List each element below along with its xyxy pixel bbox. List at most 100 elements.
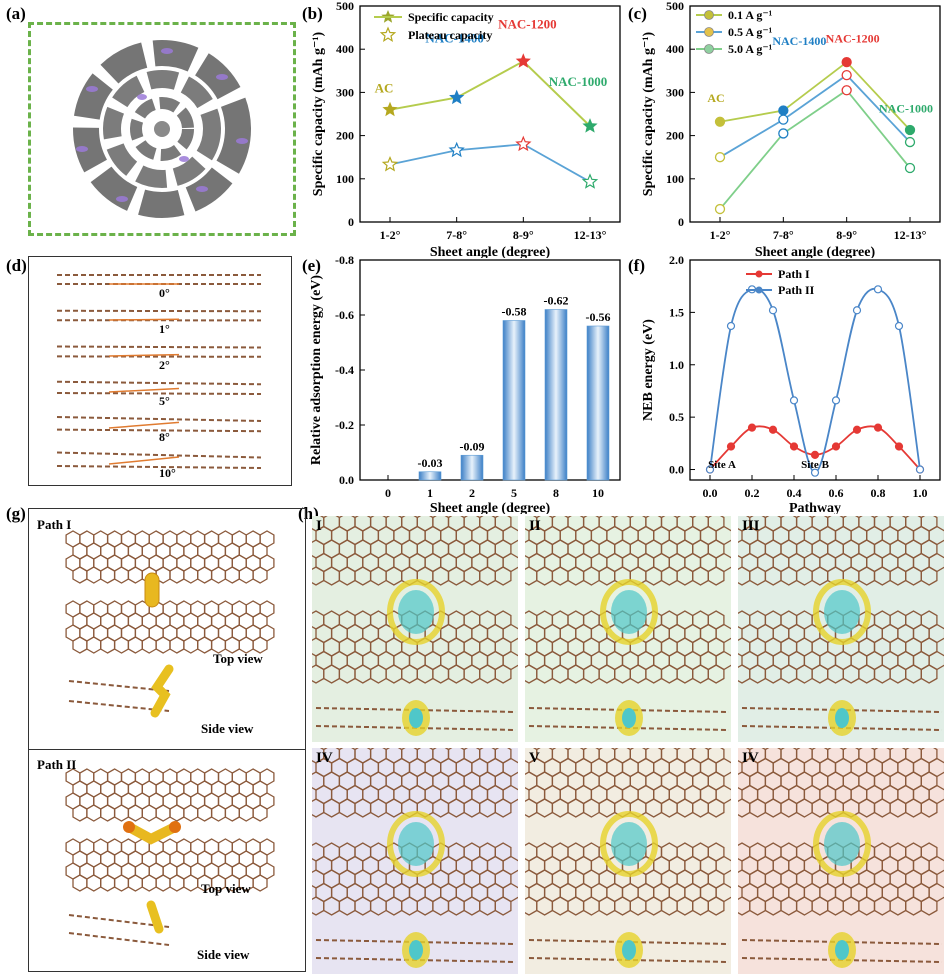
y-tick-label: 500 [666, 0, 684, 13]
x-tick-label: 0.4 [787, 486, 802, 500]
sheet-bottom [56, 392, 262, 395]
panel-label-d: (d) [6, 256, 27, 275]
tile-lattice-top [738, 516, 944, 586]
angle-label: 2° [159, 358, 170, 372]
tile-lattice-top [525, 516, 731, 586]
bar-value-label: -0.62 [544, 294, 569, 308]
g1-side-sheet-1 [68, 680, 170, 692]
panel-label-g: (g) [6, 504, 26, 523]
series-line-0 [719, 60, 911, 131]
sheet-top [56, 309, 262, 313]
x-tick-label: 0.0 [703, 486, 718, 500]
carbon-flower-image [73, 40, 251, 218]
charge-blob-cyan [398, 822, 434, 866]
neb-line-2 [709, 287, 921, 474]
panel-a-illustration [28, 22, 296, 236]
x-tick-label: 1-2° [380, 228, 401, 242]
path2-label: Path II [37, 757, 77, 772]
chart-e: 0.0 -0.2 -0.4 -0.6 -0.8 0 1 -0.03 2 -0.09 5 -0.58 8 -… [309, 253, 621, 514]
panel-label-e: (e) [302, 256, 321, 275]
neb-point [894, 321, 904, 331]
y-tick-label: 0.0 [339, 473, 354, 487]
neb-point [894, 442, 904, 451]
y-axis-label: Specific capacity (mAh g⁻¹) [311, 31, 326, 196]
x-tick-label: 0 [385, 486, 391, 500]
charge-density-tile: V [525, 748, 731, 974]
chart-c: 0 100 200 300 400 500 1-2° 7-8° 8-9° 12-13° Sheet … [641, 0, 941, 258]
chart-f: 0.0 0.5 1.0 1.5 2.0 0.0 0.2 0.4 0.6 0.8 1.0 Path I P… [641, 253, 941, 514]
angle-label: 8° [159, 430, 170, 444]
g2-top-lattice [65, 768, 275, 822]
y-tick-label: 100 [666, 172, 684, 186]
plot-frame [689, 5, 941, 223]
bar [544, 309, 568, 481]
charge-density-tile: IV [738, 748, 944, 974]
panel-d-box: 0° 1° 2° 5° 8° 10° [28, 256, 292, 486]
neb-point [768, 306, 778, 315]
series-point [778, 128, 789, 139]
x-tick-label: 8-9° [513, 228, 534, 242]
tile-lattice-top [312, 516, 518, 586]
series-point [714, 116, 726, 127]
angle-label: 1° [159, 322, 170, 336]
y-tick-label: 400 [336, 42, 354, 56]
charge-blob-cyan [398, 590, 434, 634]
plateau-point [381, 155, 399, 172]
y-tick-label: 200 [336, 129, 354, 143]
panel-label-b: (b) [302, 4, 323, 23]
series-point [778, 105, 789, 116]
bar [460, 454, 484, 481]
neb-point [747, 423, 757, 432]
angle-wedge [108, 318, 180, 321]
charge-blob-side-core [409, 940, 423, 960]
y-axis-label: Relative adsorption energy (eV) [309, 275, 324, 465]
series-point [841, 57, 852, 68]
x-tick-label: 1-2° [710, 228, 731, 242]
neb-point [873, 285, 883, 294]
angle-label: 5° [159, 394, 170, 408]
g1-bottom-lattice [65, 600, 275, 654]
neb-point [705, 465, 715, 474]
tile-lattice-bottom [525, 610, 731, 684]
specific-point [582, 118, 598, 133]
tile-label: I [316, 518, 322, 534]
x-tick-label: 7-8° [773, 228, 794, 242]
panel-label-f: (f) [628, 256, 645, 275]
legend-label-specific: Specific capacity [408, 10, 494, 24]
neb-point [852, 425, 862, 434]
legend-marker [755, 270, 763, 278]
sheet-top [56, 451, 262, 459]
x-axis-label: Sheet angle (degree) [430, 245, 551, 258]
charge-density-tile: IV [312, 748, 518, 974]
legend-label-plateau: Plateau capacity [408, 28, 492, 42]
sheet-top [56, 380, 262, 386]
annotation-nac-1400: NAC-1400 [425, 31, 484, 46]
g2-side-sheet-1 [68, 914, 170, 928]
y-axis-label: NEB energy (eV) [641, 319, 656, 421]
charge-blob-cyan [824, 590, 860, 634]
bar [586, 325, 610, 481]
sodium-chain-side-2 [146, 900, 164, 934]
plateau-point [515, 135, 532, 152]
y-tick-label: 0.0 [669, 463, 684, 477]
x-tick-label: 7-8° [446, 228, 467, 242]
y-tick-label: 1.5 [669, 305, 684, 319]
annotation-nac-1200: NAC-1200 [826, 32, 880, 46]
y-tick-label: -0.2 [335, 418, 354, 432]
neb-point [810, 450, 820, 459]
chart-b: 0 100 200 300 400 500 1-2° 7-8° 8-9° 12-13° Sheet … [311, 0, 621, 258]
neb-point [852, 306, 862, 315]
x-tick-label: 1 [427, 486, 433, 500]
x-tick-label: 5 [511, 486, 517, 500]
legend-label: Path II [778, 283, 815, 297]
angle-wedge [108, 387, 180, 393]
x-axis-label: Pathway [789, 501, 841, 514]
charge-blob-yellow [600, 579, 658, 645]
legend-marker [704, 10, 714, 20]
x-axis-label: Sheet angle (degree) [755, 245, 876, 258]
charge-blob-side-core [409, 708, 423, 728]
neb-point [789, 442, 799, 451]
panel-label-c: (c) [628, 4, 647, 23]
y-tick-label: 0.5 [669, 410, 684, 424]
plot-frame [689, 259, 941, 481]
